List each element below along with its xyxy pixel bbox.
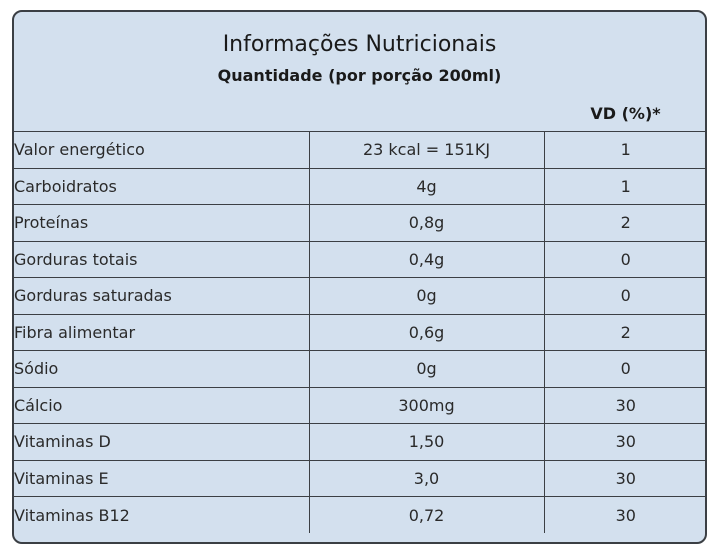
table-row: Vitaminas B12 0,72 30 [14,496,705,533]
nutrient-quantity: 3,0 [309,459,545,497]
table-row: Valor energético 23 kcal = 151KJ 1 [14,131,705,168]
nutrient-name: Vitaminas E [14,459,310,497]
nutrient-name: Carboidratos [14,167,310,205]
nutrient-vd: 1 [544,167,705,205]
table-row: Vitaminas D 1,50 30 [14,423,705,460]
table-row: Cálcio 300mg 30 [14,386,705,424]
table-row: Gorduras saturadas 0g 0 [14,277,705,314]
nutrient-name: Gorduras saturadas [14,277,310,314]
nutrient-name: Fibra alimentar [14,313,310,351]
nutrient-quantity: 0,4g [309,240,545,278]
table-row: Vitaminas E 3,0 30 [14,459,705,497]
nutrient-quantity: 300mg [309,386,545,424]
nutrient-name: Vitaminas B12 [14,496,310,533]
nutrient-name: Proteínas [14,204,310,241]
nutrient-quantity: 1,50 [309,423,545,460]
nutrient-vd: 30 [544,459,705,497]
table-row: Sódio 0g 0 [14,350,705,387]
nutrient-name: Cálcio [14,386,310,424]
nutrient-vd: 2 [544,204,705,241]
nutrient-quantity: 0,8g [309,204,545,241]
nutrient-quantity: 0,6g [309,313,545,351]
nutrient-quantity: 0g [309,350,545,387]
nutrient-name: Gorduras totais [14,240,310,278]
table-row: Gorduras totais 0,4g 0 [14,240,705,278]
nutrient-vd: 2 [544,313,705,351]
nutrient-name: Sódio [14,350,310,387]
table-row: Carboidratos 4g 1 [14,167,705,205]
table-subtitle: Quantidade (por porção 200ml) [217,66,502,85]
nutrient-quantity: 0,72 [309,496,545,533]
nutrient-vd: 0 [544,240,705,278]
nutrient-vd: 30 [544,386,705,424]
vd-column-header: VD (%)* [590,104,661,123]
nutrient-vd: 30 [544,496,705,533]
table-title: Informações Nutricionais [222,32,497,57]
nutrient-quantity: 23 kcal = 151KJ [309,131,545,168]
nutrient-vd: 30 [544,423,705,460]
nutrition-table: Valor energético 23 kcal = 151KJ 1 Carbo… [14,131,705,533]
table-row: Proteínas 0,8g 2 [14,204,705,241]
nutrient-quantity: 0g [309,277,545,314]
nutrient-name: Valor energético [14,131,310,168]
nutrient-quantity: 4g [309,167,545,205]
nutrient-vd: 0 [544,277,705,314]
nutrient-vd: 0 [544,350,705,387]
nutrition-facts-panel: Informações Nutricionais Quantidade (por… [12,10,707,544]
table-row: Fibra alimentar 0,6g 2 [14,313,705,351]
nutrient-name: Vitaminas D [14,423,310,460]
nutrient-vd: 1 [544,131,705,168]
